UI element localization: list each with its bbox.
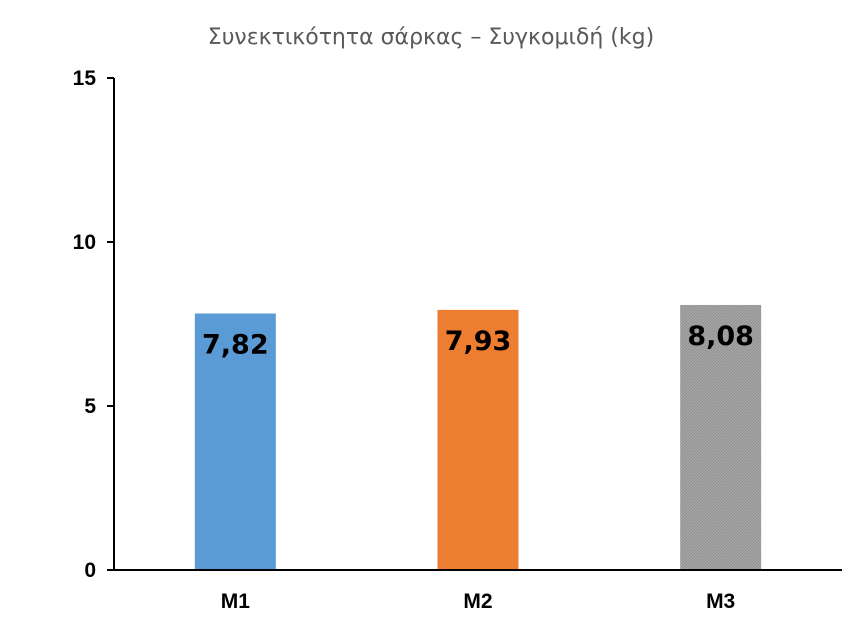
x-tick-label-m1: M1 [221,590,250,613]
y-tick-label: 10 [73,231,96,254]
data-label-m3: 8,08 [687,321,754,352]
bar-m1 [194,313,276,570]
y-tick-label: 15 [73,67,97,90]
y-tick-label: 0 [84,559,96,582]
data-label-m2: 7,93 [445,326,512,357]
data-label-m1: 7,82 [202,330,269,361]
chart-title: Συνεκτικότητα σάρκας – Συγκομιδή (kg) [208,25,654,50]
x-tick-label-m3: M3 [706,590,735,613]
x-tick-label-m2: M2 [463,590,492,613]
plot-area: 7,82 7,93 8,08 [194,304,762,570]
bar-m3 [680,304,762,570]
bar-m2 [437,309,519,570]
y-axis: 0 5 10 15 [73,67,115,582]
y-tick-label: 5 [84,395,96,418]
x-axis: M1 M2 M3 [114,569,842,613]
